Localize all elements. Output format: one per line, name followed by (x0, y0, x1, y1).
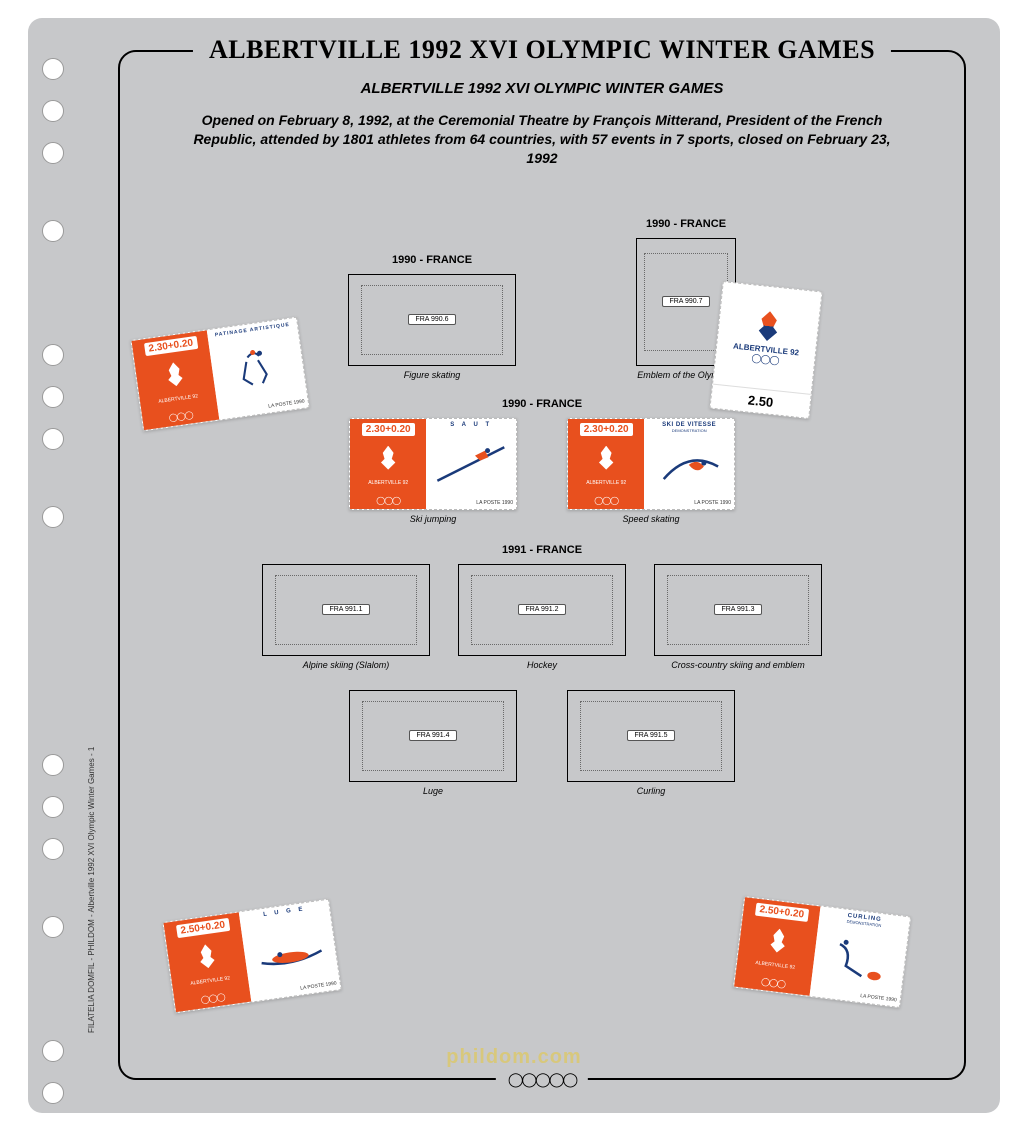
speed-skate-art (647, 433, 731, 500)
flame-icon (597, 446, 615, 470)
catalog-tag: FRA 990.7 (662, 296, 709, 307)
stamp-mount: FRA 991.1 (262, 564, 430, 656)
olympic-rings-footer: ◯◯◯◯◯ (496, 1071, 588, 1088)
brand-text: ALBERTVILLE 92 (586, 480, 626, 486)
watermark: phildom.com (446, 1046, 581, 1069)
catalog-tag: FRA 991.1 (322, 604, 369, 615)
catalog-tag: FRA 991.2 (518, 604, 565, 615)
denomination: 2.50+0.20 (176, 918, 230, 938)
section-label: 1990 - FRANCE (646, 218, 726, 230)
figure-skating-art (211, 327, 304, 410)
brand-text: ALBERTVILLE 92 (158, 393, 198, 404)
cell-luge: FRA 991.4 Luge (349, 690, 517, 796)
curling-art (814, 921, 905, 998)
side-credit: FILATELIA DOMFIL - PHILDOM - Albertville… (87, 747, 96, 1033)
rings-icon: ◯◯◯ (751, 353, 779, 367)
row-3-wrapper: 1991 - FRANCE FRA 991.1 Alpine skiing (S… (120, 544, 964, 796)
page-subtitle: ALBERTVILLE 1992 XVI OLYMPIC WINTER GAME… (120, 80, 964, 97)
stamp-ski-jumping: 2.30+0.20 ALBERTVILLE 92 ◯◯◯ S A U T LA … (349, 418, 517, 510)
rings-icon: ◯◯◯ (168, 410, 193, 422)
flame-icon (379, 446, 397, 470)
cell-speed-skating: 2.30+0.20 ALBERTVILLE 92 ◯◯◯ SKI DE VITE… (567, 418, 735, 524)
flame-icon (196, 943, 217, 969)
cell-hockey: FRA 991.2 Hockey (458, 564, 626, 670)
catalog-tag: FRA 991.5 (627, 730, 674, 741)
catalog-tag: FRA 990.6 (408, 314, 455, 325)
caption: Cross-country skiing and emblem (671, 660, 805, 670)
denomination: 2.30+0.20 (580, 423, 633, 436)
flame-icon (164, 361, 185, 387)
denomination: 2.30+0.20 (362, 423, 415, 436)
section-label: 1990 - FRANCE (392, 254, 472, 266)
rings-icon: ◯◯◯ (200, 992, 225, 1004)
denomination: 2.30+0.20 (144, 336, 198, 356)
caption: Hockey (527, 660, 557, 670)
section-label: 1991 - FRANCE (120, 544, 964, 556)
rings-icon: ◯◯◯ (761, 977, 786, 989)
luge-art (243, 909, 336, 992)
rings-icon: ◯◯◯ (594, 496, 618, 505)
stamp-speed-skating: 2.30+0.20 ALBERTVILLE 92 ◯◯◯ SKI DE VITE… (567, 418, 735, 510)
catalog-tag: FRA 991.4 (409, 730, 456, 741)
album-page: FILATELIA DOMFIL - PHILDOM - Albertville… (28, 18, 1000, 1113)
cell-cross-country: FRA 991.3 Cross-country skiing and emble… (654, 564, 822, 670)
catalog-tag: FRA 991.3 (714, 604, 761, 615)
brand-text: ALBERTVILLE 92 (755, 960, 795, 971)
cell-figure-skating: 1990 - FRANCE FRA 990.6 Figure skating (348, 254, 516, 380)
stamp-footer: LA POSTE 1990 (429, 500, 513, 506)
ski-jump-art (429, 428, 513, 500)
cell-curling: FRA 991.5 Curling (567, 690, 735, 796)
cell-slalom: FRA 991.1 Alpine skiing (Slalom) (262, 564, 430, 670)
caption: Alpine skiing (Slalom) (303, 660, 390, 670)
flame-icon (768, 928, 789, 954)
stamp-footer: LA POSTE 1990 (647, 500, 731, 506)
stamp-mount: FRA 990.6 (348, 274, 516, 366)
flame-icon (756, 310, 781, 342)
caption: Figure skating (404, 370, 461, 380)
stamp-mount: FRA 991.3 (654, 564, 822, 656)
stamp-mount: FRA 991.2 (458, 564, 626, 656)
stamp-mount: FRA 991.4 (349, 690, 517, 782)
stamp-mount: FRA 991.5 (567, 690, 735, 782)
loose-stamp-emblem: ALBERTVILLE 92 ◯◯◯ 2.50 (710, 281, 823, 419)
caption: Ski jumping (410, 514, 457, 524)
rings-icon: ◯◯◯ (376, 496, 400, 505)
brand-text: ALBERTVILLE 92 (368, 480, 408, 486)
page-description: Opened on February 8, 1992, at the Cerem… (180, 111, 904, 168)
denomination: 2.50+0.20 (755, 903, 809, 922)
caption: Curling (637, 786, 666, 796)
caption: Speed skating (622, 514, 679, 524)
page-title: ALBERTVILLE 1992 XVI OLYMPIC WINTER GAME… (193, 35, 891, 65)
brand-text: ALBERTVILLE 92 (190, 975, 230, 986)
caption: Luge (423, 786, 443, 796)
cell-ski-jumping: 2.30+0.20 ALBERTVILLE 92 ◯◯◯ S A U T LA … (349, 418, 517, 524)
